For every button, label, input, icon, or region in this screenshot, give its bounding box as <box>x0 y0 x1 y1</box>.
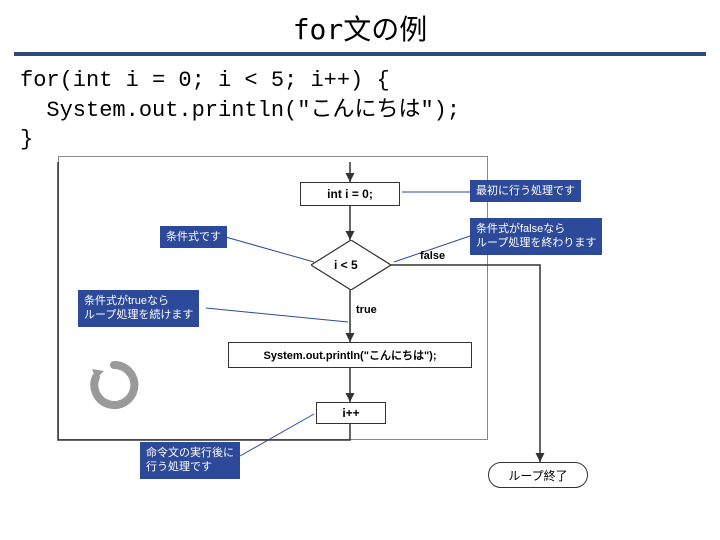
callout-true: 条件式がtrueなら ループ処理を続けます <box>78 290 199 327</box>
callout-condition: 条件式です <box>160 226 227 248</box>
node-end: ループ終了 <box>488 462 588 488</box>
edge-label-false: false <box>420 250 445 262</box>
callout-false: 条件式がfalseなら ループ処理を終わります <box>470 218 602 255</box>
node-init: int i = 0; <box>300 182 400 206</box>
loop-icon <box>86 357 142 413</box>
callout-increment: 命令文の実行後に 行う処理です <box>140 442 240 479</box>
code-sample: for(int i = 0; i < 5; i++) { System.out.… <box>0 56 720 155</box>
callout-init: 最初に行う処理です <box>470 180 581 202</box>
node-increment: i++ <box>316 402 386 424</box>
node-body: System.out.println("こんにちは"); <box>228 342 472 368</box>
node-condition-label: i < 5 <box>334 258 358 272</box>
edge-label-true: true <box>356 304 377 316</box>
page-title: for文の例 <box>0 0 720 52</box>
flowchart: int i = 0; i < 5 true false System.out.p… <box>0 162 720 540</box>
